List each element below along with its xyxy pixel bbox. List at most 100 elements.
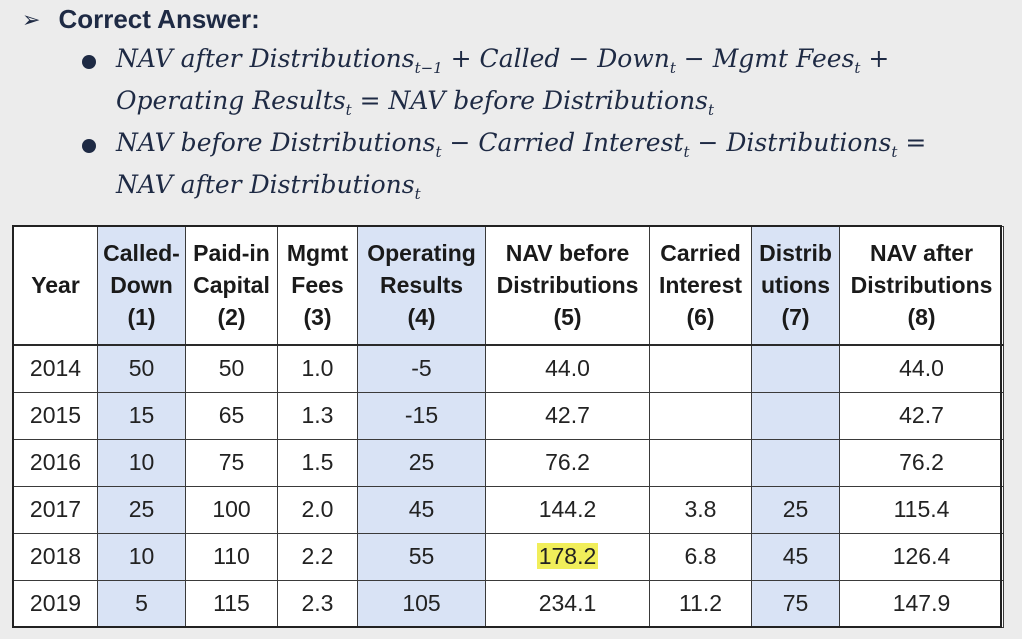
table-cell: 115: [185, 579, 278, 629]
bullet-dot-icon: [82, 139, 96, 153]
table-row: 2017 25 100 2.0 45 144.2 3.8 25 115.4: [13, 485, 1004, 534]
highlighted-value: 178.2: [536, 543, 599, 570]
column-header-line: Distributions: [850, 272, 993, 299]
column-header-line: Mgmt: [286, 240, 349, 267]
column-header-line: Capital: [193, 272, 270, 299]
table-cell: 44.0: [839, 344, 1004, 393]
table-cell: 42.7: [839, 391, 1004, 440]
table-cell: -15: [357, 391, 486, 440]
table-cell: 2015: [13, 391, 98, 440]
table-cell: 55: [357, 532, 486, 581]
table-cell: 147.9: [839, 579, 1004, 629]
column-header-line: (8): [907, 304, 936, 331]
column-header: Paid-in Capital (2): [185, 226, 278, 345]
table-cell: [649, 438, 752, 487]
table-cell: 3.8: [649, 485, 752, 534]
table-cell: 76.2: [839, 438, 1004, 487]
table-cell: 10: [97, 438, 186, 487]
column-header: Called- Down (1): [97, 226, 186, 345]
table-row: 2016 10 75 1.5 25 76.2 76.2: [13, 438, 1004, 487]
nav-table: Year Called- Down (1) Paid-in Capital (2) Mgmt F…: [13, 226, 1004, 629]
table-cell: 65: [185, 391, 278, 440]
table-cell: -5: [357, 344, 486, 393]
table-cell: 100: [185, 485, 278, 534]
column-header: Distrib utions (7): [751, 226, 840, 345]
table-cell: 50: [97, 344, 186, 393]
column-header-line: Results: [379, 272, 464, 299]
table-cell: 105: [357, 579, 486, 629]
table-cell: 10: [97, 532, 186, 581]
table-cell: 42.7: [485, 391, 650, 440]
table-cell: 115.4: [839, 485, 1004, 534]
formula-1-line-1: NAV after Distributionst−1 + Called − Do…: [116, 44, 890, 77]
column-header-line: (3): [303, 304, 332, 331]
formula-2-line-1: NAV before Distributionst − Carried Inte…: [116, 128, 927, 161]
column-header: Carried Interest (6): [649, 226, 752, 345]
column-header-line: Down: [110, 272, 173, 299]
table-cell: 45: [357, 485, 486, 534]
table-row: 2018 10 110 2.2 55 178.2 6.8 45 126.4: [13, 532, 1004, 581]
table-cell: [751, 344, 840, 393]
table-cell: 6.8: [649, 532, 752, 581]
table-cell: 2016: [13, 438, 98, 487]
column-header-line: NAV after: [869, 240, 974, 267]
column-header: NAV after Distributions (8): [839, 226, 1004, 345]
table-row: 2014 50 50 1.0 -5 44.0 44.0: [13, 344, 1004, 393]
table-cell: 2014: [13, 344, 98, 393]
column-header-line: Distributions: [496, 272, 639, 299]
table-cell: 2019: [13, 579, 98, 629]
table-cell: 25: [357, 438, 486, 487]
table-cell: 2017: [13, 485, 98, 534]
column-header-line: Interest: [658, 272, 743, 299]
column-header: NAV before Distributions (5): [485, 226, 650, 345]
arrow-bullet-icon: ➢: [22, 6, 41, 32]
column-header: Operating Results (4): [357, 226, 486, 345]
table-cell: [751, 391, 840, 440]
column-header-line: Operating: [367, 240, 476, 267]
column-header: Mgmt Fees (3): [277, 226, 358, 345]
table-cell: 1.0: [277, 344, 358, 393]
column-header-line: (6): [686, 304, 715, 331]
column-header-line: (7): [781, 304, 810, 331]
column-header-line: Fees: [291, 272, 344, 299]
heading-title: Correct Answer:: [58, 4, 260, 34]
table-cell: 234.1: [485, 579, 650, 629]
table-cell: 44.0: [485, 344, 650, 393]
column-header-line: (4): [407, 304, 436, 331]
table-cell: 5: [97, 579, 186, 629]
table-cell: [649, 391, 752, 440]
column-header-line: (2): [217, 304, 246, 331]
table-cell: 11.2: [649, 579, 752, 629]
table-cell: 126.4: [839, 532, 1004, 581]
table-cell: 144.2: [485, 485, 650, 534]
bullet-dot-icon: [82, 55, 96, 69]
table-row: 2019 5 115 2.3 105 234.1 11.2 75 147.9: [13, 579, 1004, 629]
table-row: 2015 15 65 1.3 -15 42.7 42.7: [13, 391, 1004, 440]
table-cell: 25: [97, 485, 186, 534]
column-header-line: utions: [761, 272, 830, 299]
table-cell: 2.2: [277, 532, 358, 581]
column-header-line: NAV before: [505, 240, 630, 267]
table-header-row: Year Called- Down (1) Paid-in Capital (2) Mgmt F…: [13, 226, 1004, 345]
column-header-line: (5): [553, 304, 582, 331]
table-cell: 2.3: [277, 579, 358, 629]
table-cell: 75: [185, 438, 278, 487]
table-cell: 110: [185, 532, 278, 581]
column-header-line: Carried: [660, 240, 741, 267]
table-cell: [751, 438, 840, 487]
table-cell: 2.0: [277, 485, 358, 534]
table-cell: 1.5: [277, 438, 358, 487]
table-cell: 45: [751, 532, 840, 581]
table-cell: 1.3: [277, 391, 358, 440]
column-header-line: Year: [31, 272, 80, 299]
table-cell: 76.2: [485, 438, 650, 487]
column-header-line: Distrib: [759, 240, 832, 267]
column-header-line: (1): [127, 304, 156, 331]
table-cell: 15: [97, 391, 186, 440]
table-cell: 50: [185, 344, 278, 393]
table-cell: 2018: [13, 532, 98, 581]
table-cell: 178.2: [485, 532, 650, 581]
column-header-line: Paid-in: [193, 240, 270, 267]
correct-answer-heading: ➢ Correct Answer:: [22, 4, 260, 35]
